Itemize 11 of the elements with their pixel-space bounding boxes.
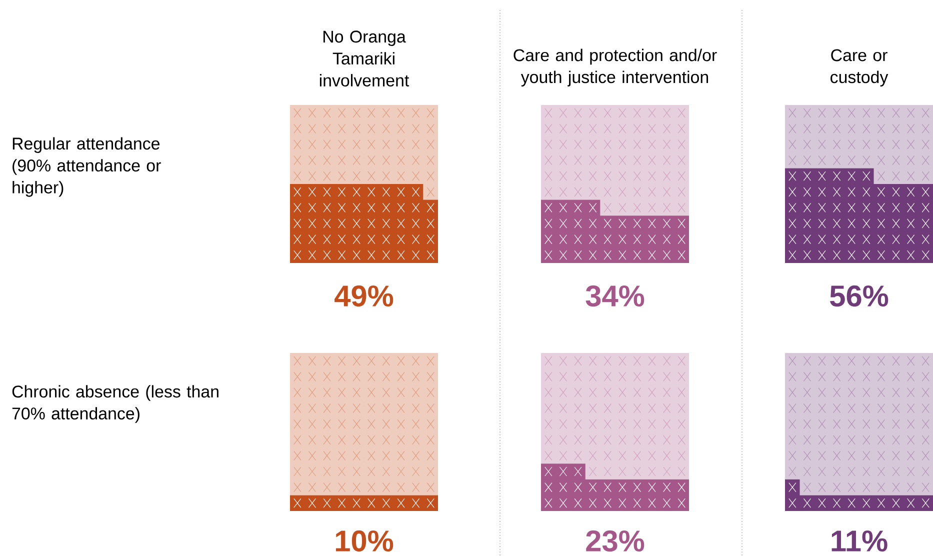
category-label: No Oranga Tamariki involvement (320, 30, 410, 86)
category-label: Care or custody (830, 49, 888, 86)
data-label: 10% (336, 530, 394, 552)
text: Regular attendance (90% attendance or higher) (12, 137, 161, 197)
data-label: 49% (334, 285, 394, 307)
data-label: 56% (830, 285, 888, 307)
category-label: Care and protection and/or youth justice intervention (514, 48, 717, 86)
data-label: 34% (586, 285, 644, 307)
data-label: 11% (832, 530, 888, 552)
data-label: 23% (586, 530, 644, 552)
text: Chronic absence (less than 70% attendance) (12, 385, 218, 423)
